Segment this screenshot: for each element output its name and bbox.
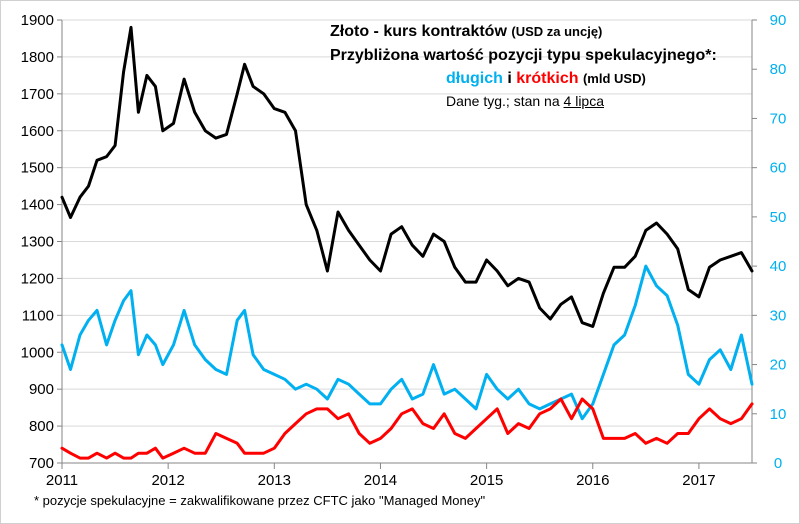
legend-short: krótkich bbox=[516, 70, 579, 87]
footnote: * pozycje spekulacyjne = zakwalifikowane… bbox=[34, 493, 486, 508]
left-tick-label-1300: 1300 bbox=[21, 234, 54, 251]
right-tick-label-40: 40 bbox=[770, 258, 787, 275]
chart-title-line1: Złoto - kurs kontraktów (USD za uncję) bbox=[330, 20, 770, 44]
right-tick-label-90: 90 bbox=[770, 12, 787, 29]
legend-line: długich i krótkich (mld USD) bbox=[330, 68, 770, 90]
right-tick-label-10: 10 bbox=[770, 406, 787, 423]
chart-title-block: Złoto - kurs kontraktów (USD za uncję) P… bbox=[330, 20, 770, 112]
x-tick-label-2017: 2017 bbox=[682, 472, 715, 489]
left-tick-label-1400: 1400 bbox=[21, 197, 54, 214]
x-tick-label-2014: 2014 bbox=[364, 472, 397, 489]
x-tick-label-2016: 2016 bbox=[576, 472, 609, 489]
legend-connector: i bbox=[507, 70, 512, 87]
right-tick-label-20: 20 bbox=[770, 357, 787, 374]
left-tick-label-1600: 1600 bbox=[21, 123, 54, 140]
legend-unit: (mld USD) bbox=[582, 71, 646, 86]
x-tick-label-2011: 2011 bbox=[46, 472, 78, 489]
x-tick-label-2012: 2012 bbox=[151, 472, 184, 489]
left-tick-label-1900: 1900 bbox=[21, 12, 54, 29]
left-tick-label-900: 900 bbox=[29, 381, 54, 398]
left-tick-label-1800: 1800 bbox=[21, 49, 54, 66]
right-tick-label-30: 30 bbox=[770, 307, 787, 324]
chart-title-line2: Przybliżona wartość pozycji typu spekula… bbox=[330, 47, 717, 64]
title-main: Złoto - kurs kontraktów bbox=[330, 23, 507, 40]
legend-long: długich bbox=[446, 70, 503, 87]
right-tick-label-70: 70 bbox=[770, 110, 787, 127]
axes: 7008009001000110012001300140015001600170… bbox=[21, 12, 787, 489]
data-note: Dane tyg.; stan na 4 lipca bbox=[330, 90, 770, 112]
note-prefix: Dane tyg.; stan na bbox=[446, 93, 560, 109]
x-tick-label-2015: 2015 bbox=[470, 472, 503, 489]
left-tick-label-800: 800 bbox=[29, 418, 54, 435]
left-tick-label-1500: 1500 bbox=[21, 160, 54, 177]
note-date: 4 lipca bbox=[563, 93, 604, 109]
series-gold-price bbox=[60, 25, 754, 328]
series-long-positions bbox=[60, 264, 754, 421]
right-tick-label-50: 50 bbox=[770, 209, 787, 226]
right-tick-label-0: 0 bbox=[774, 455, 782, 472]
x-tick-label-2013: 2013 bbox=[258, 472, 291, 489]
left-tick-label-1700: 1700 bbox=[21, 86, 54, 103]
series-lines bbox=[60, 25, 754, 460]
series-short-positions bbox=[60, 397, 754, 460]
gridlines bbox=[62, 19, 752, 427]
right-tick-label-80: 80 bbox=[770, 61, 787, 78]
left-tick-label-1000: 1000 bbox=[21, 344, 54, 361]
title-unit: (USD za uncję) bbox=[511, 24, 603, 39]
left-tick-label-1200: 1200 bbox=[21, 270, 54, 287]
left-tick-label-700: 700 bbox=[29, 455, 54, 472]
left-tick-label-1100: 1100 bbox=[22, 307, 54, 324]
right-tick-label-60: 60 bbox=[770, 160, 787, 177]
